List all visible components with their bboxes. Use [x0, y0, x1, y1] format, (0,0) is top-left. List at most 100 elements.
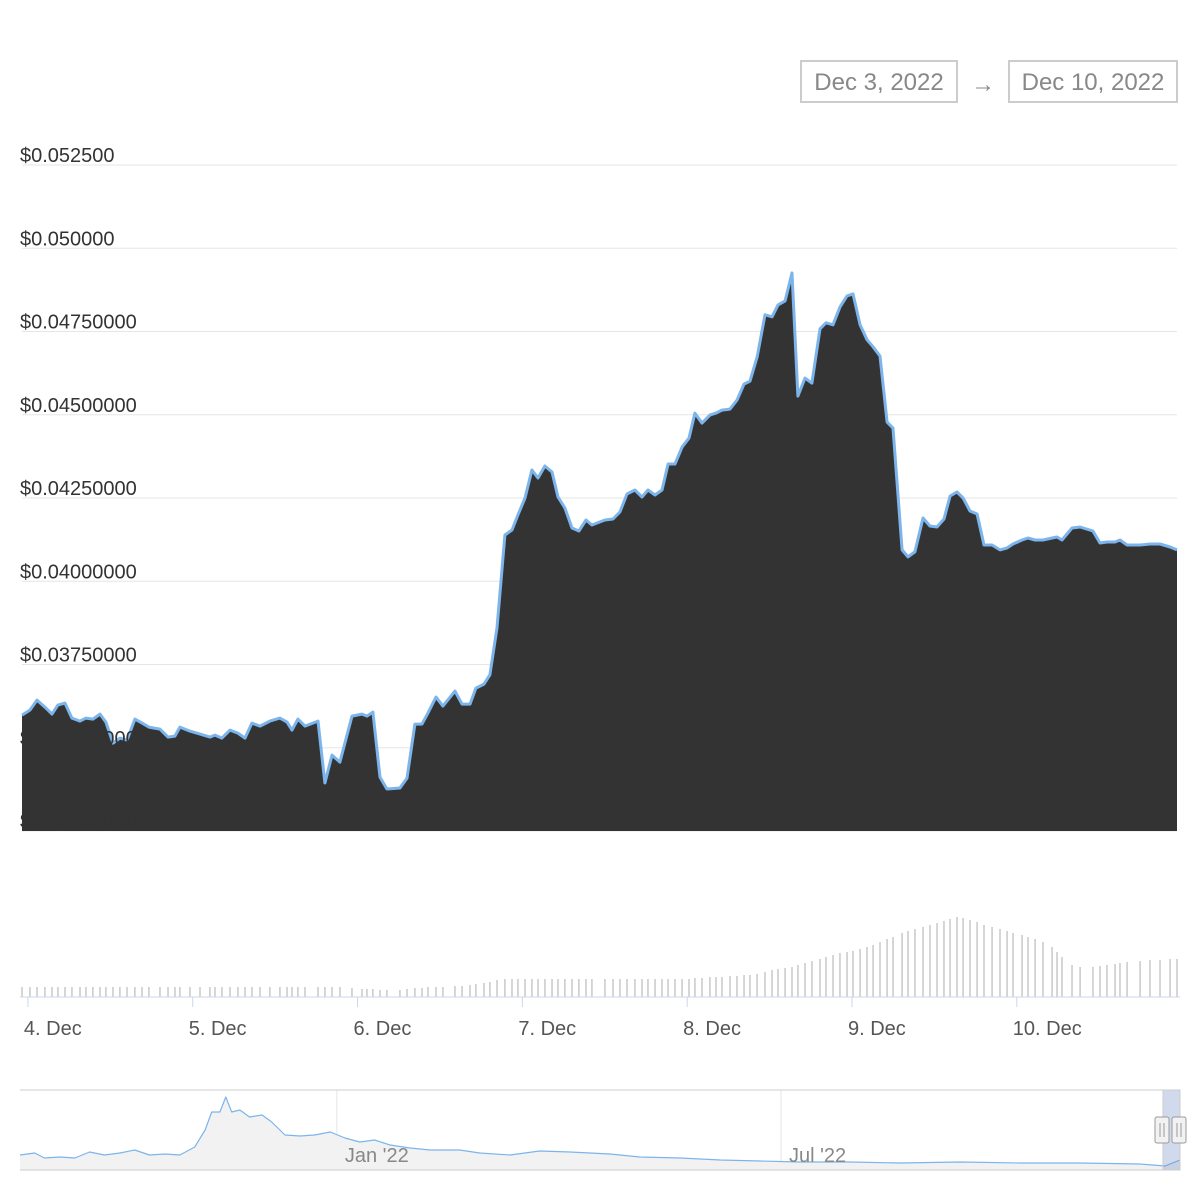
volume-bar [585, 979, 587, 997]
volume-bar [811, 961, 813, 997]
volume-bar [64, 987, 66, 997]
volume-bar [85, 987, 87, 997]
volume-bar [749, 975, 751, 997]
volume-bar [1021, 935, 1023, 997]
x-tick-label: 5. Dec [189, 1018, 247, 1040]
volume-bar [667, 979, 669, 997]
volume-bar [1061, 957, 1063, 997]
volume-bar [167, 987, 169, 997]
volume-bar [221, 987, 223, 997]
volume-bar [1079, 967, 1081, 997]
volume-bar [743, 975, 745, 997]
volume-bar [943, 921, 945, 997]
x-tick-label: 10. Dec [1013, 1018, 1082, 1040]
volume-bar [819, 959, 821, 997]
volume-bar [291, 987, 293, 997]
volume-bar [962, 918, 964, 997]
volume-bar [1176, 959, 1178, 997]
volume-bar [557, 979, 559, 997]
volume-bar [1169, 959, 1171, 997]
volume-bar [199, 987, 201, 997]
volume-bar [1092, 967, 1094, 997]
navigator-handle[interactable] [1171, 1116, 1187, 1144]
volume-bar [214, 987, 216, 997]
volume-bar [1159, 960, 1161, 997]
y-tick-label: $0.04500000 [20, 395, 137, 417]
price-line [21, 271, 1178, 791]
volume-bar [1056, 952, 1058, 997]
navigator-handle[interactable] [1154, 1116, 1170, 1144]
volume-bar [414, 988, 416, 997]
volume-bar [475, 984, 477, 997]
navigator-tick-label: Jan '22 [345, 1145, 409, 1167]
date-to[interactable]: Dec 10, 2022 [1022, 69, 1165, 96]
volume-bar [976, 922, 978, 997]
volume-bar [907, 931, 909, 997]
volume-bar [654, 979, 656, 997]
volume-bar [134, 987, 136, 997]
volume-bar [148, 987, 150, 997]
volume-bar [57, 987, 59, 997]
volume-bar [544, 979, 546, 997]
volume-bar [179, 987, 181, 997]
area-fill [20, 1097, 1180, 1170]
date-from[interactable]: Dec 3, 2022 [814, 69, 943, 96]
volume-bar [701, 978, 703, 997]
volume-bar [339, 987, 341, 997]
volume-bar [999, 929, 1001, 997]
volume-bar [44, 987, 46, 997]
volume-bar [317, 987, 319, 997]
volume-bar [1139, 961, 1141, 997]
volume-bar [771, 970, 773, 997]
volume-bar [859, 949, 861, 997]
volume-bar [956, 917, 958, 997]
date-from-box[interactable] [800, 60, 958, 103]
volume-bar [159, 987, 161, 997]
volume-bar [36, 987, 38, 997]
volume-bar [209, 987, 211, 997]
volume-bar [832, 955, 834, 997]
volume-bar [1051, 947, 1053, 997]
volume-bar [427, 987, 429, 997]
volume-bar [189, 987, 191, 997]
volume-bar [174, 987, 176, 997]
volume-bar [99, 987, 101, 997]
y-tick-label: $0.04250000 [20, 478, 137, 500]
volume-bar [619, 979, 621, 997]
volume-bar [21, 987, 23, 997]
volume-bar [105, 987, 107, 997]
date-to-box[interactable] [1008, 60, 1178, 103]
volume-bar [777, 969, 779, 997]
volume-bar [634, 979, 636, 997]
volume-bar [866, 947, 868, 997]
volume-bar [496, 980, 498, 997]
y-tick-label: $0.03500000 [20, 728, 137, 750]
volume-bar [661, 979, 663, 997]
price-chart: $0.052500 $0.050000 $0.04750000 $0.04500000… [20, 145, 1180, 1040]
volume-bar [244, 987, 246, 997]
volume-bar [914, 929, 916, 997]
volume-bar [936, 923, 938, 997]
volume-bar [922, 927, 924, 997]
volume-bar [406, 989, 408, 997]
volume-bar [688, 979, 690, 997]
volume-bar [564, 979, 566, 997]
volume-bar [949, 919, 951, 997]
volume-bar [1042, 942, 1044, 997]
volume-bar [511, 979, 513, 997]
price-line [19, 1096, 1181, 1167]
volume-bar [578, 979, 580, 997]
volume-bar [872, 945, 874, 997]
volume-bar [229, 987, 231, 997]
volume-bar [461, 986, 463, 997]
volume-bar [1126, 962, 1128, 997]
volume-bar [259, 987, 261, 997]
volume-bar [1012, 933, 1014, 997]
volume-bar [571, 979, 573, 997]
volume-bar [112, 987, 114, 997]
volume-bar [1099, 966, 1101, 997]
volume-bar [784, 968, 786, 997]
volume-bar [379, 990, 381, 997]
y-tick-label: $0.04000000 [20, 561, 137, 583]
volume-bar [126, 987, 128, 997]
